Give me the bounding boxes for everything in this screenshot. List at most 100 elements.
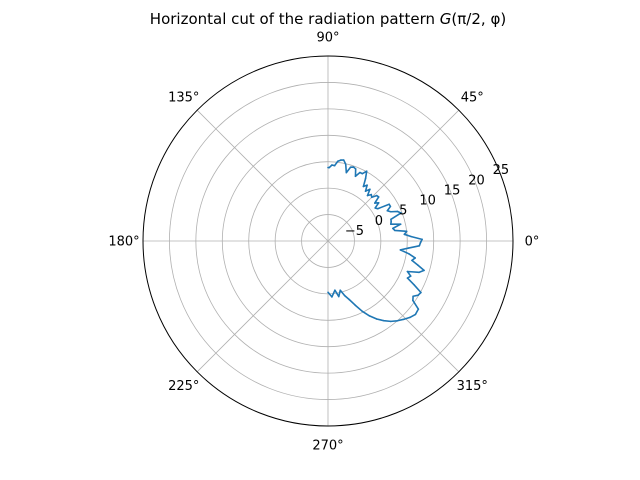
data-point-0-43 — [390, 223, 392, 225]
data-point-0-81 — [327, 166, 329, 169]
data-point-0-50 — [389, 205, 392, 208]
data-point-0-16 — [414, 313, 417, 316]
data-point-0-38 — [403, 233, 406, 236]
data-point-0-25 — [406, 270, 409, 273]
angular-gridline-5 — [196, 240, 329, 373]
data-point-0-3 — [337, 295, 340, 298]
data-point-0-77 — [336, 160, 339, 163]
data-point-0-45 — [390, 218, 392, 221]
data-point-0-30 — [414, 257, 416, 259]
angular-tick-label-0: 0° — [525, 235, 540, 250]
angular-gridline-3 — [196, 109, 329, 242]
polar-frame — [142, 55, 514, 427]
radial-tick-label-2: 5 — [399, 204, 407, 219]
data-point-0-39 — [405, 230, 408, 233]
series-line-0 — [327, 159, 425, 323]
angular-gridlines — [143, 56, 513, 426]
data-point-0-65 — [364, 177, 367, 180]
data-point-0-23 — [406, 277, 409, 279]
data-point-0-51 — [388, 203, 390, 206]
data-point-0-46 — [400, 212, 402, 214]
data-point-0-69 — [354, 175, 357, 178]
data-point-0-60 — [366, 194, 369, 197]
chart-title-args: (π/2, φ) — [451, 10, 506, 28]
data-point-0-62 — [364, 190, 367, 192]
chart-title-func: G — [440, 10, 452, 28]
data-point-0-70 — [354, 168, 357, 170]
data-point-0-42 — [399, 223, 402, 226]
data-point-0-79 — [331, 164, 333, 166]
data-point-0-1 — [331, 296, 333, 298]
data-point-0-17 — [417, 308, 420, 310]
data-point-0-36 — [421, 238, 423, 241]
data-point-0-74 — [344, 163, 347, 166]
data-point-0-28 — [417, 264, 419, 266]
radial-tick-label-3: 10 — [419, 194, 436, 209]
data-point-0-22 — [413, 284, 415, 286]
data-point-0-49 — [386, 209, 389, 212]
data-point-0-27 — [423, 269, 425, 272]
radial-tick-label-4: 15 — [444, 183, 461, 198]
data-point-0-26 — [418, 271, 420, 274]
radial-tick-label-6: 25 — [493, 163, 510, 178]
data-point-0-52 — [376, 207, 379, 210]
data-point-0-48 — [389, 210, 392, 213]
data-point-0-32 — [399, 249, 402, 251]
data-point-0-64 — [362, 185, 365, 188]
angular-tick-label-2: 90° — [316, 31, 339, 46]
data-point-0-6 — [348, 298, 351, 301]
data-point-0-4 — [339, 289, 342, 292]
data-point-0-19 — [412, 295, 414, 298]
angular-tick-label-4: 180° — [108, 235, 139, 250]
data-point-0-24 — [409, 275, 412, 277]
data-point-0-10 — [375, 318, 378, 320]
series-group — [327, 159, 425, 323]
data-point-0-8 — [361, 310, 364, 313]
data-point-0-55 — [374, 202, 376, 204]
data-point-0-31 — [408, 253, 410, 255]
data-point-0-11 — [382, 319, 385, 322]
data-point-0-66 — [365, 170, 368, 172]
data-point-0-59 — [370, 193, 373, 196]
data-point-0-37 — [410, 235, 413, 238]
data-point-0-20 — [417, 294, 419, 296]
data-point-0-12 — [390, 320, 392, 323]
data-point-0-13 — [396, 319, 399, 322]
data-point-0-68 — [359, 171, 361, 174]
data-point-0-14 — [402, 318, 405, 321]
data-point-0-7 — [354, 304, 357, 307]
angular-tick-label-6: 270° — [312, 439, 343, 454]
data-point-0-75 — [342, 159, 345, 161]
angular-tick-labels: 0° 45° 90° 135° 180° 225° 270° 315° — [108, 31, 539, 454]
data-point-0-47 — [396, 210, 399, 213]
data-point-0-61 — [369, 188, 371, 191]
data-point-0-54 — [377, 202, 380, 204]
angular-gridline-1 — [327, 109, 460, 242]
data-point-0-71 — [352, 166, 355, 168]
radial-tick-label-1: 0 — [375, 214, 383, 229]
chart-title: Horizontal cut of the radiation pattern … — [150, 10, 506, 28]
data-point-0-40 — [394, 229, 396, 232]
chart-title-prefix: Horizontal cut of the radiation pattern — [150, 10, 440, 28]
angular-tick-label-1: 45° — [461, 90, 484, 105]
angular-tick-label-5: 225° — [168, 379, 199, 394]
radial-tick-label-5: 20 — [468, 173, 485, 188]
data-point-0-15 — [409, 316, 411, 319]
data-point-0-80 — [328, 166, 331, 169]
data-point-0-21 — [420, 291, 422, 294]
data-point-0-56 — [377, 196, 380, 198]
radial-tick-labels: −5 0 5 10 15 20 25 — [345, 163, 509, 239]
data-point-0-63 — [366, 184, 368, 186]
data-point-0-2 — [334, 289, 336, 292]
data-point-0-57 — [375, 194, 378, 197]
data-point-0-76 — [340, 159, 342, 161]
data-point-0-53 — [374, 207, 376, 209]
angular-tick-label-7: 315° — [457, 379, 488, 394]
radial-tick-label-0: −5 — [345, 224, 364, 239]
data-point-0-35 — [419, 241, 422, 244]
data-point-0-18 — [412, 299, 414, 302]
angular-gridline-7 — [327, 240, 460, 373]
data-point-0-0 — [327, 291, 329, 294]
data-point-0-44 — [390, 220, 392, 223]
